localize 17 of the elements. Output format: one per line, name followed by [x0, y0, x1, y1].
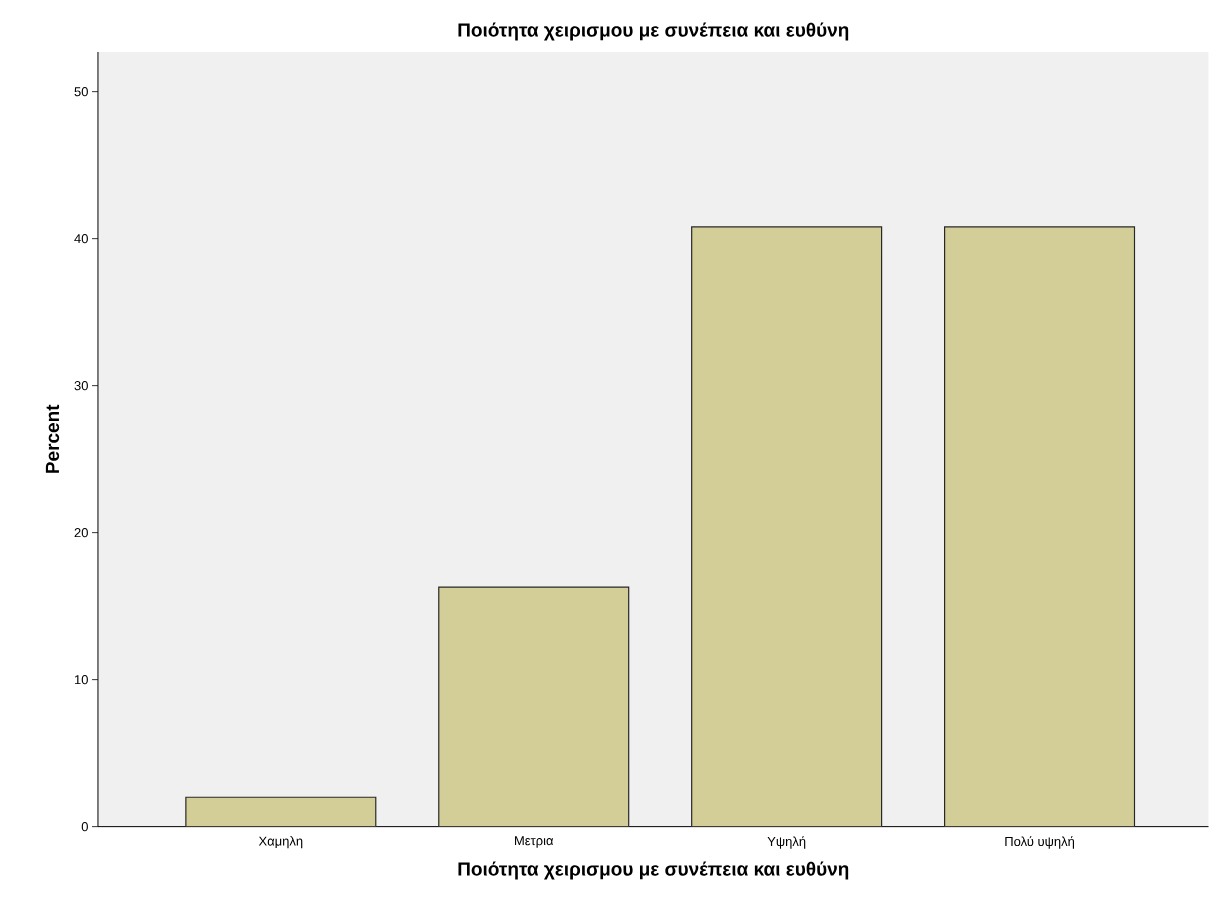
- x-tick-label: Χαμηλη: [258, 836, 303, 849]
- y-tick-label: 40: [74, 234, 88, 244]
- y-tick-label: 50: [74, 87, 88, 97]
- y-axis-title: Percent: [45, 404, 60, 474]
- y-tick-label: 10: [74, 675, 88, 685]
- x-tick-label: Υψηλή: [767, 836, 806, 849]
- y-tick-label: 20: [74, 528, 88, 538]
- y-tick-label: 30: [74, 381, 88, 391]
- x-tick-label: Πολύ υψηλή: [1005, 836, 1074, 849]
- chart-title: Ποιότητα χειρισμου με συνέπεια και ευθύνη: [458, 22, 849, 41]
- x-axis-title: Ποιότητα χειρισμου με συνέπεια και ευθύνη: [458, 861, 849, 880]
- bar: [944, 226, 1136, 827]
- bar: [438, 586, 630, 827]
- y-tick-label: 0: [81, 822, 88, 832]
- x-tick-label: Μετρια: [515, 836, 554, 848]
- bar: [185, 796, 377, 827]
- bar: [691, 226, 883, 827]
